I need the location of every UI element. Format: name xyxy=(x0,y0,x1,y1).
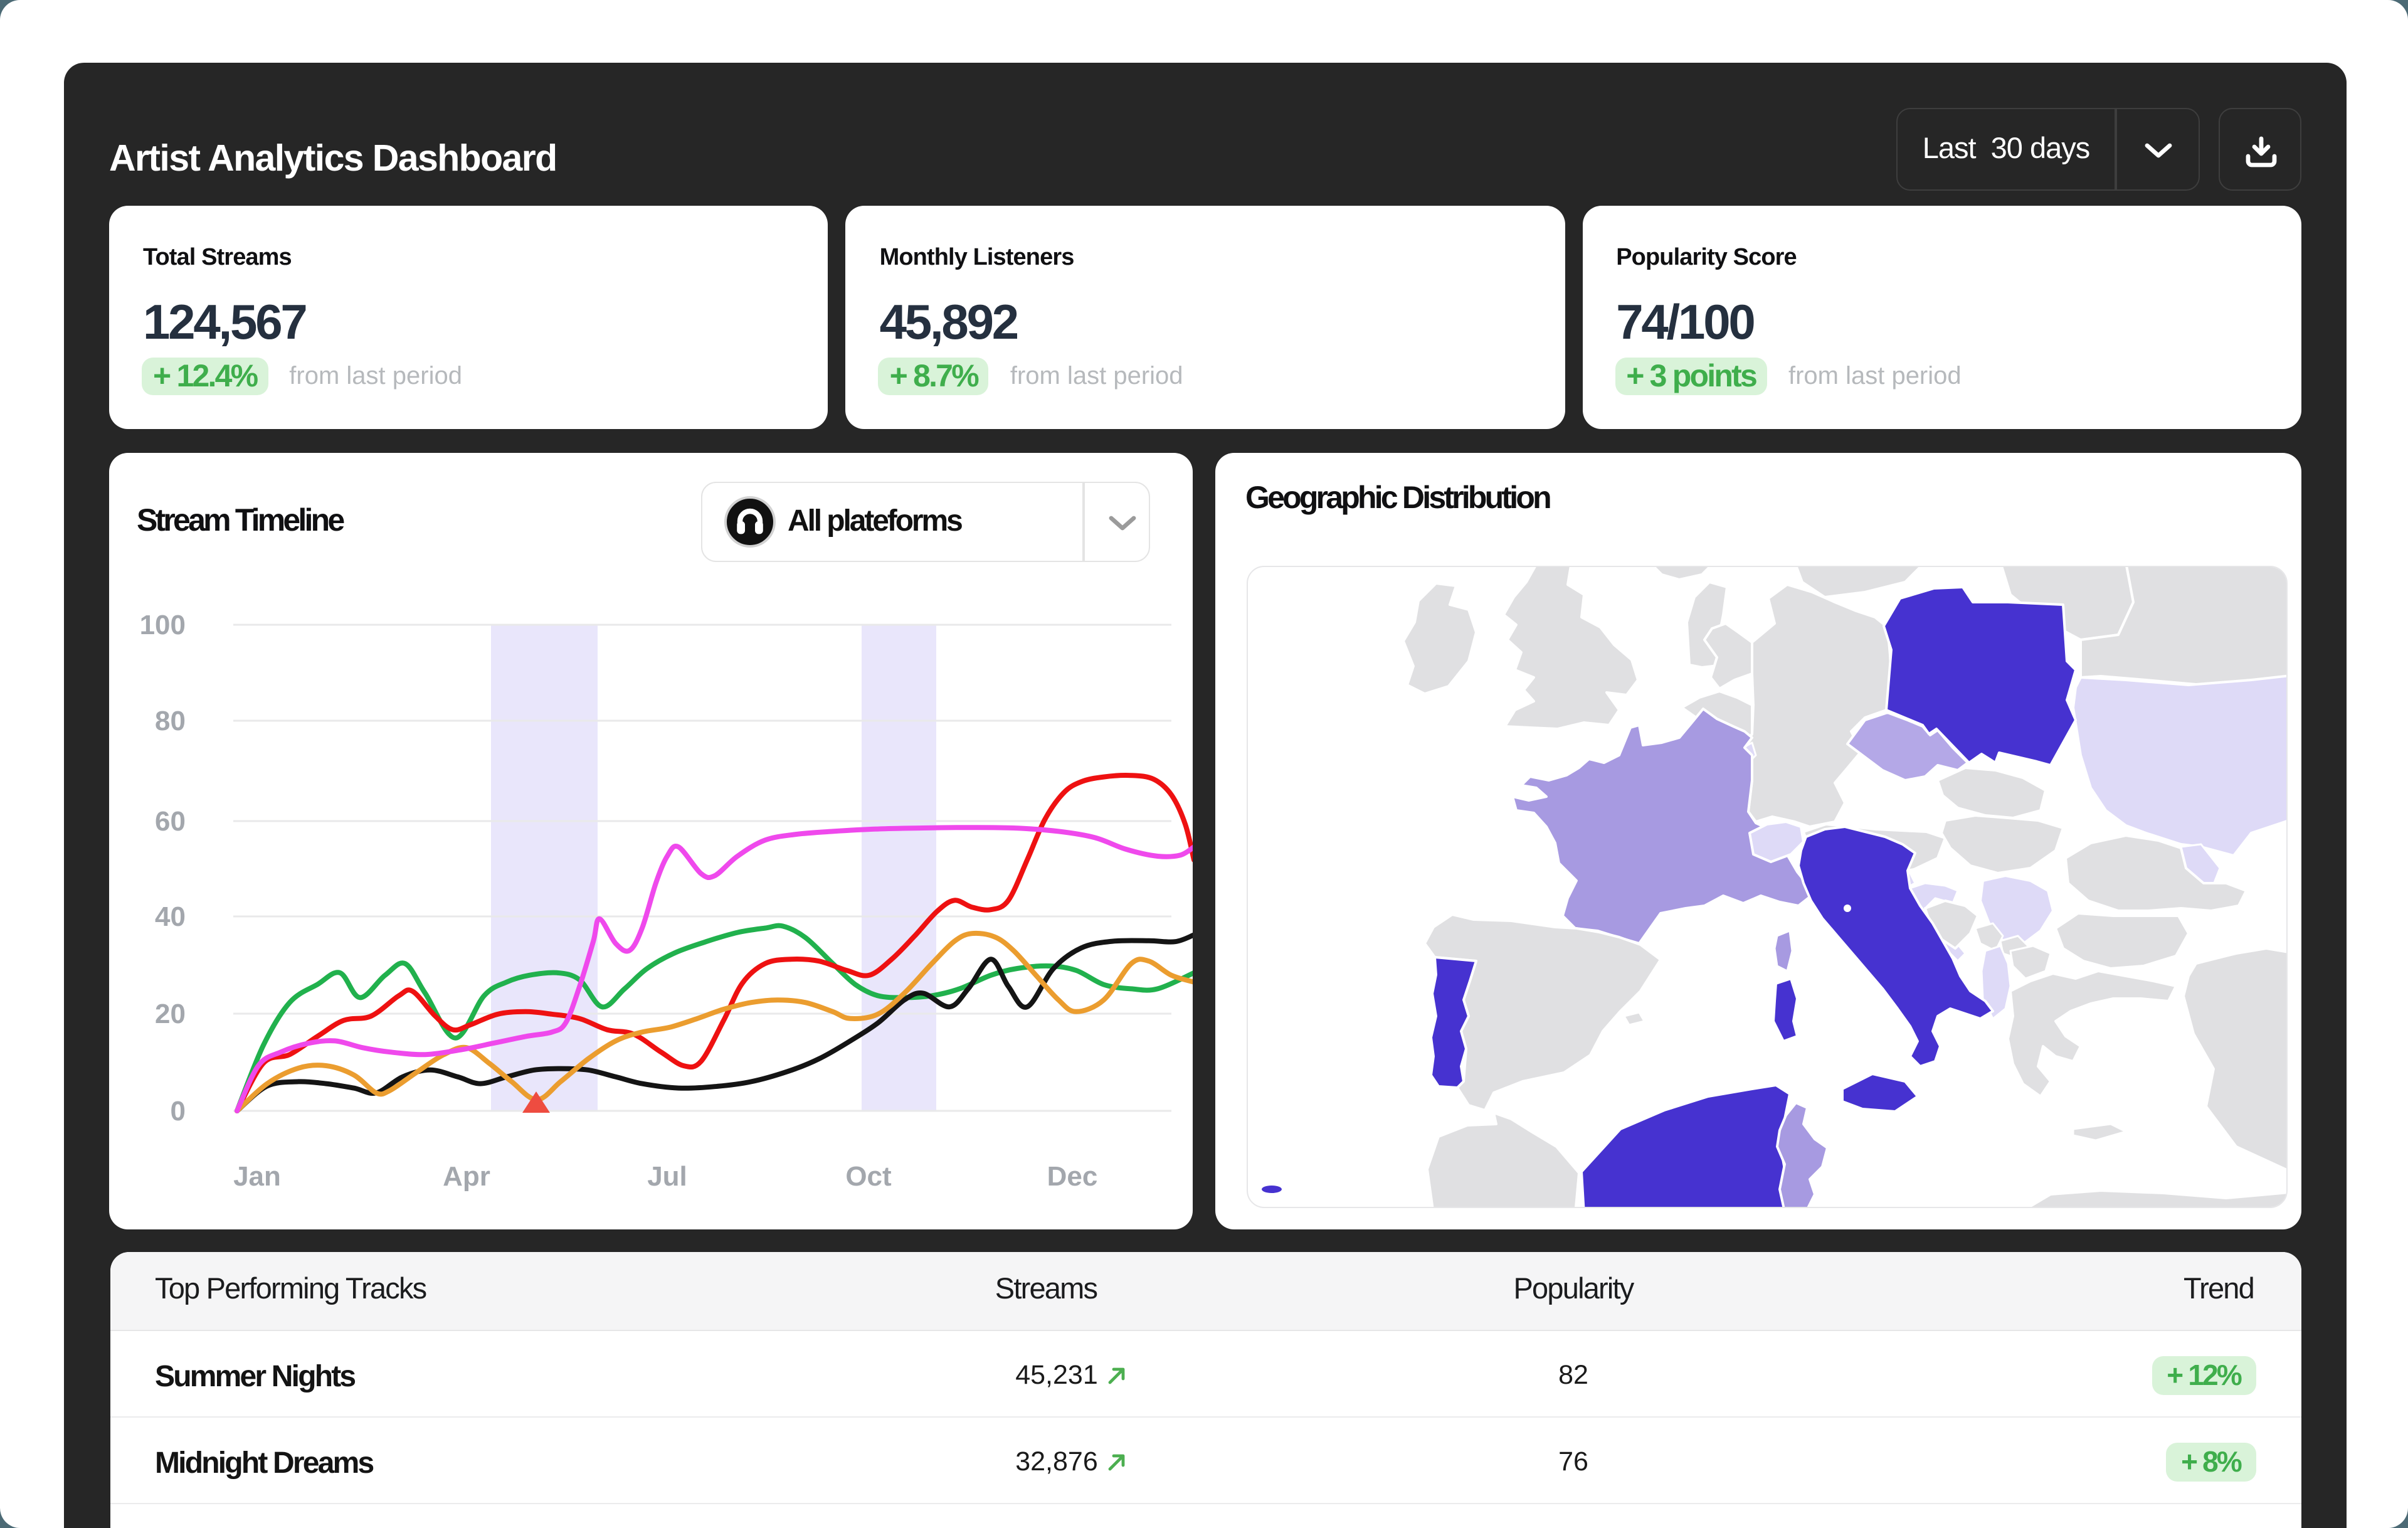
svg-text:100: 100 xyxy=(140,609,186,640)
svg-text:60: 60 xyxy=(155,805,186,836)
svg-text:20: 20 xyxy=(155,998,186,1029)
svg-text:Apr: Apr xyxy=(443,1160,490,1191)
svg-text:Jul: Jul xyxy=(647,1160,687,1191)
svg-text:40: 40 xyxy=(155,901,186,931)
svg-text:0: 0 xyxy=(171,1095,186,1126)
svg-text:Dec: Dec xyxy=(1047,1160,1098,1191)
svg-text:80: 80 xyxy=(155,705,186,736)
svg-text:Oct: Oct xyxy=(845,1160,892,1191)
svg-text:Jan: Jan xyxy=(233,1160,281,1191)
